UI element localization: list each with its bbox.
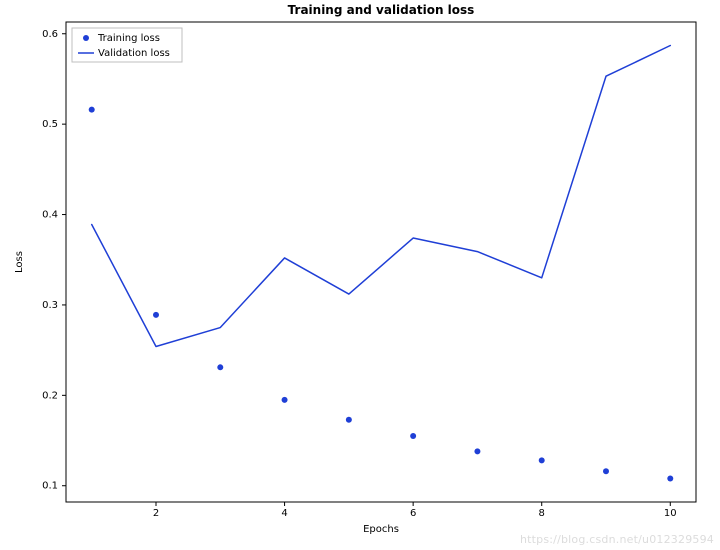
y-tick-label: 0.4 <box>42 210 58 221</box>
training-loss-point <box>346 417 352 423</box>
y-tick-label: 0.5 <box>42 119 58 130</box>
x-axis-label: Epochs <box>363 524 399 535</box>
training-loss-point <box>282 397 288 403</box>
legend-item-label: Training loss <box>97 33 160 44</box>
training-loss-point <box>153 312 159 318</box>
training-loss-point <box>89 107 95 113</box>
y-tick-label: 0.3 <box>42 300 58 311</box>
y-axis-label: Loss <box>14 251 25 273</box>
chart-title: Training and validation loss <box>288 3 475 17</box>
x-tick-label: 2 <box>153 508 159 519</box>
legend-marker-icon <box>83 35 89 41</box>
x-tick-label: 8 <box>539 508 545 519</box>
chart-container: 2 4 6 8 10 0.1 0.2 0.3 0.4 0.5 0.6 Epochs Loss Traini… <box>0 0 720 550</box>
chart-svg: 2 4 6 8 10 0.1 0.2 0.3 0.4 0.5 0.6 Epochs Loss Traini… <box>0 0 720 550</box>
training-loss-point <box>539 457 545 463</box>
training-loss-point <box>474 448 480 454</box>
x-tick-label: 6 <box>410 508 416 519</box>
training-loss-point <box>667 475 673 481</box>
chart-background <box>0 0 720 550</box>
legend-item-label: Validation loss <box>98 48 170 59</box>
training-loss-point <box>217 364 223 370</box>
x-tick-label: 4 <box>281 508 287 519</box>
watermark-text: https://blog.csdn.net/u012329594 <box>520 533 714 546</box>
y-tick-label: 0.1 <box>42 481 58 492</box>
y-tick-label: 0.6 <box>42 29 58 40</box>
x-tick-label: 10 <box>664 508 677 519</box>
training-loss-point <box>603 468 609 474</box>
y-tick-label: 0.2 <box>42 390 58 401</box>
training-loss-point <box>410 433 416 439</box>
